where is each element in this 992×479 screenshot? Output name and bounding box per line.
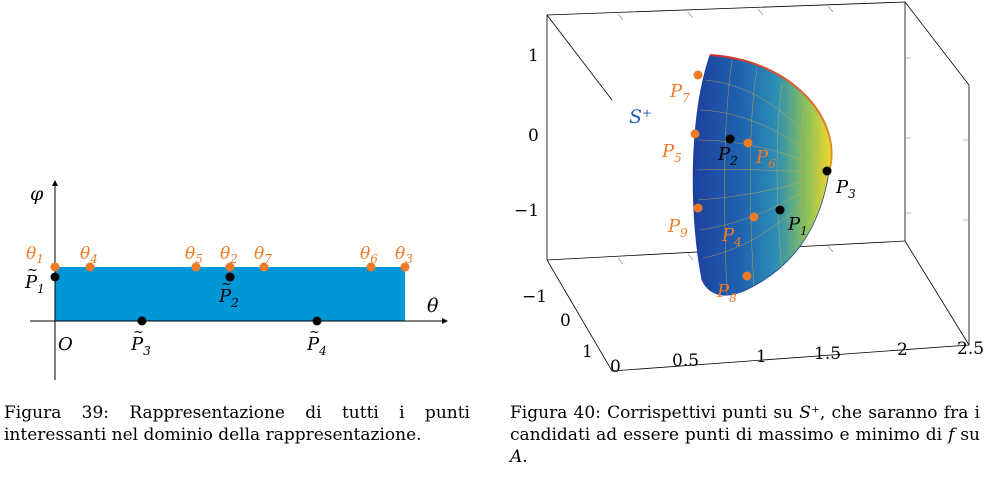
theta-labels: θ1 θ4 θ5 θ2 θ7 θ6 θ3	[26, 244, 413, 266]
p-tilde-points	[50, 272, 322, 326]
x-axis-label: θ	[427, 295, 439, 317]
black-surface-labels: P1 P2 P3	[717, 144, 856, 238]
surface-point-p2	[725, 134, 735, 144]
theta-label-1: θ1	[26, 244, 44, 266]
y-tick-labels: −1 0 1	[522, 287, 593, 362]
surface-label-p1: P1	[787, 214, 808, 238]
theta-point-3	[400, 262, 410, 272]
z-tick-minus1: −1	[514, 201, 539, 221]
svg-text:P2: P2	[218, 286, 239, 310]
surface-label-p4: P4	[721, 225, 742, 249]
surface-label-p7: P7	[669, 81, 690, 105]
p-tilde-point-2	[225, 272, 235, 282]
x-axis-arrow-icon	[442, 318, 448, 324]
surface-point-p4	[749, 212, 759, 222]
theta-label-7: θ7	[254, 244, 272, 266]
theta-point-1	[50, 262, 60, 272]
p-tilde-label-1: P1 ~	[24, 263, 45, 296]
theta-label-3: θ3	[395, 244, 413, 266]
surface-point-p9	[693, 203, 703, 213]
surface-label-p8: P8	[716, 281, 737, 305]
surface-label-p2: P2	[717, 144, 738, 168]
p-tilde-labels: P1 ~ P2 ~ P3 ~ P4 ~	[24, 263, 327, 358]
theta-label-5: θ5	[185, 244, 203, 266]
figure-39-caption: Figura 39: Rappresentazione di tutti i p…	[4, 403, 470, 445]
svg-text:~: ~	[309, 325, 320, 340]
x-tick-labels: 0 0.5 1 1.5 2 2.5	[610, 339, 984, 377]
figure-40-caption: Figura 40: Corrispettivi punti su S⁺, ch…	[510, 403, 980, 467]
orange-surface-points	[690, 70, 759, 281]
surface-label-p9: P9	[667, 216, 688, 240]
surface-label-p3: P3	[835, 177, 856, 201]
surface-point-p5	[690, 129, 700, 139]
svg-text:~: ~	[133, 325, 144, 340]
surface-point-p7	[693, 70, 703, 80]
hemisphere-surface	[692, 54, 833, 296]
theta-points	[50, 262, 410, 272]
p-tilde-label-2: P2 ~	[218, 277, 239, 310]
p-tilde-point-1	[50, 272, 60, 282]
black-surface-points	[725, 134, 832, 215]
x-tick-2: 2	[897, 340, 908, 360]
y-tick-1: 1	[582, 342, 593, 362]
x-tick-1: 1	[756, 347, 767, 367]
svg-text:P1: P1	[24, 272, 45, 296]
svg-text:~: ~	[221, 277, 232, 292]
svg-text:P3: P3	[130, 334, 151, 358]
theta-point-6	[366, 262, 376, 272]
x-tick-0.5: 0.5	[672, 351, 699, 371]
surface-point-p8	[742, 271, 752, 281]
domain-figure: θ φ O θ1 θ4 θ5 θ2 θ7 θ6 θ3 P1 ~ P2 ~	[24, 180, 448, 380]
y-tick-minus1: −1	[522, 287, 547, 307]
surface-label: S⁺	[629, 106, 652, 128]
p-tilde-label-4: P4 ~	[306, 325, 327, 358]
svg-text:~: ~	[27, 263, 38, 278]
x-tick-0: 0	[610, 357, 621, 377]
p-tilde-label-3: P3 ~	[130, 325, 151, 358]
theta-label-2: θ2	[220, 244, 238, 266]
z-tick-0: 0	[528, 126, 539, 146]
theta-point-5	[191, 262, 201, 272]
surface-figure: S⁺ 1 0 −1 −1 0 1 0 0.5 1 1.5 2 2.5 P1 P2…	[514, 1, 984, 377]
p-tilde-point-4	[312, 316, 322, 326]
z-tick-1: 1	[528, 46, 539, 66]
theta-label-4: θ4	[80, 244, 98, 266]
surface-point-p3	[822, 166, 832, 176]
x-tick-2.5: 2.5	[957, 339, 984, 359]
orange-surface-labels: P4 P5 P6 P7 P8 P9	[661, 81, 776, 305]
svg-text:P4: P4	[306, 334, 327, 358]
surface-point-p6	[743, 138, 753, 148]
z-tick-labels: 1 0 −1	[514, 46, 539, 221]
surface-label-p5: P5	[661, 141, 682, 165]
surface-label-p6: P6	[755, 147, 776, 171]
theta-point-2	[225, 262, 235, 272]
p-tilde-point-3	[137, 316, 147, 326]
x-tick-1.5: 1.5	[814, 344, 841, 364]
surface-point-p1	[775, 205, 785, 215]
theta-point-7	[259, 262, 269, 272]
y-axis-arrow-icon	[52, 180, 58, 186]
origin-label: O	[58, 334, 73, 355]
theta-label-6: θ6	[360, 244, 378, 266]
y-tick-0: 0	[560, 311, 571, 331]
theta-point-4	[85, 262, 95, 272]
y-axis-label: φ	[30, 183, 44, 205]
